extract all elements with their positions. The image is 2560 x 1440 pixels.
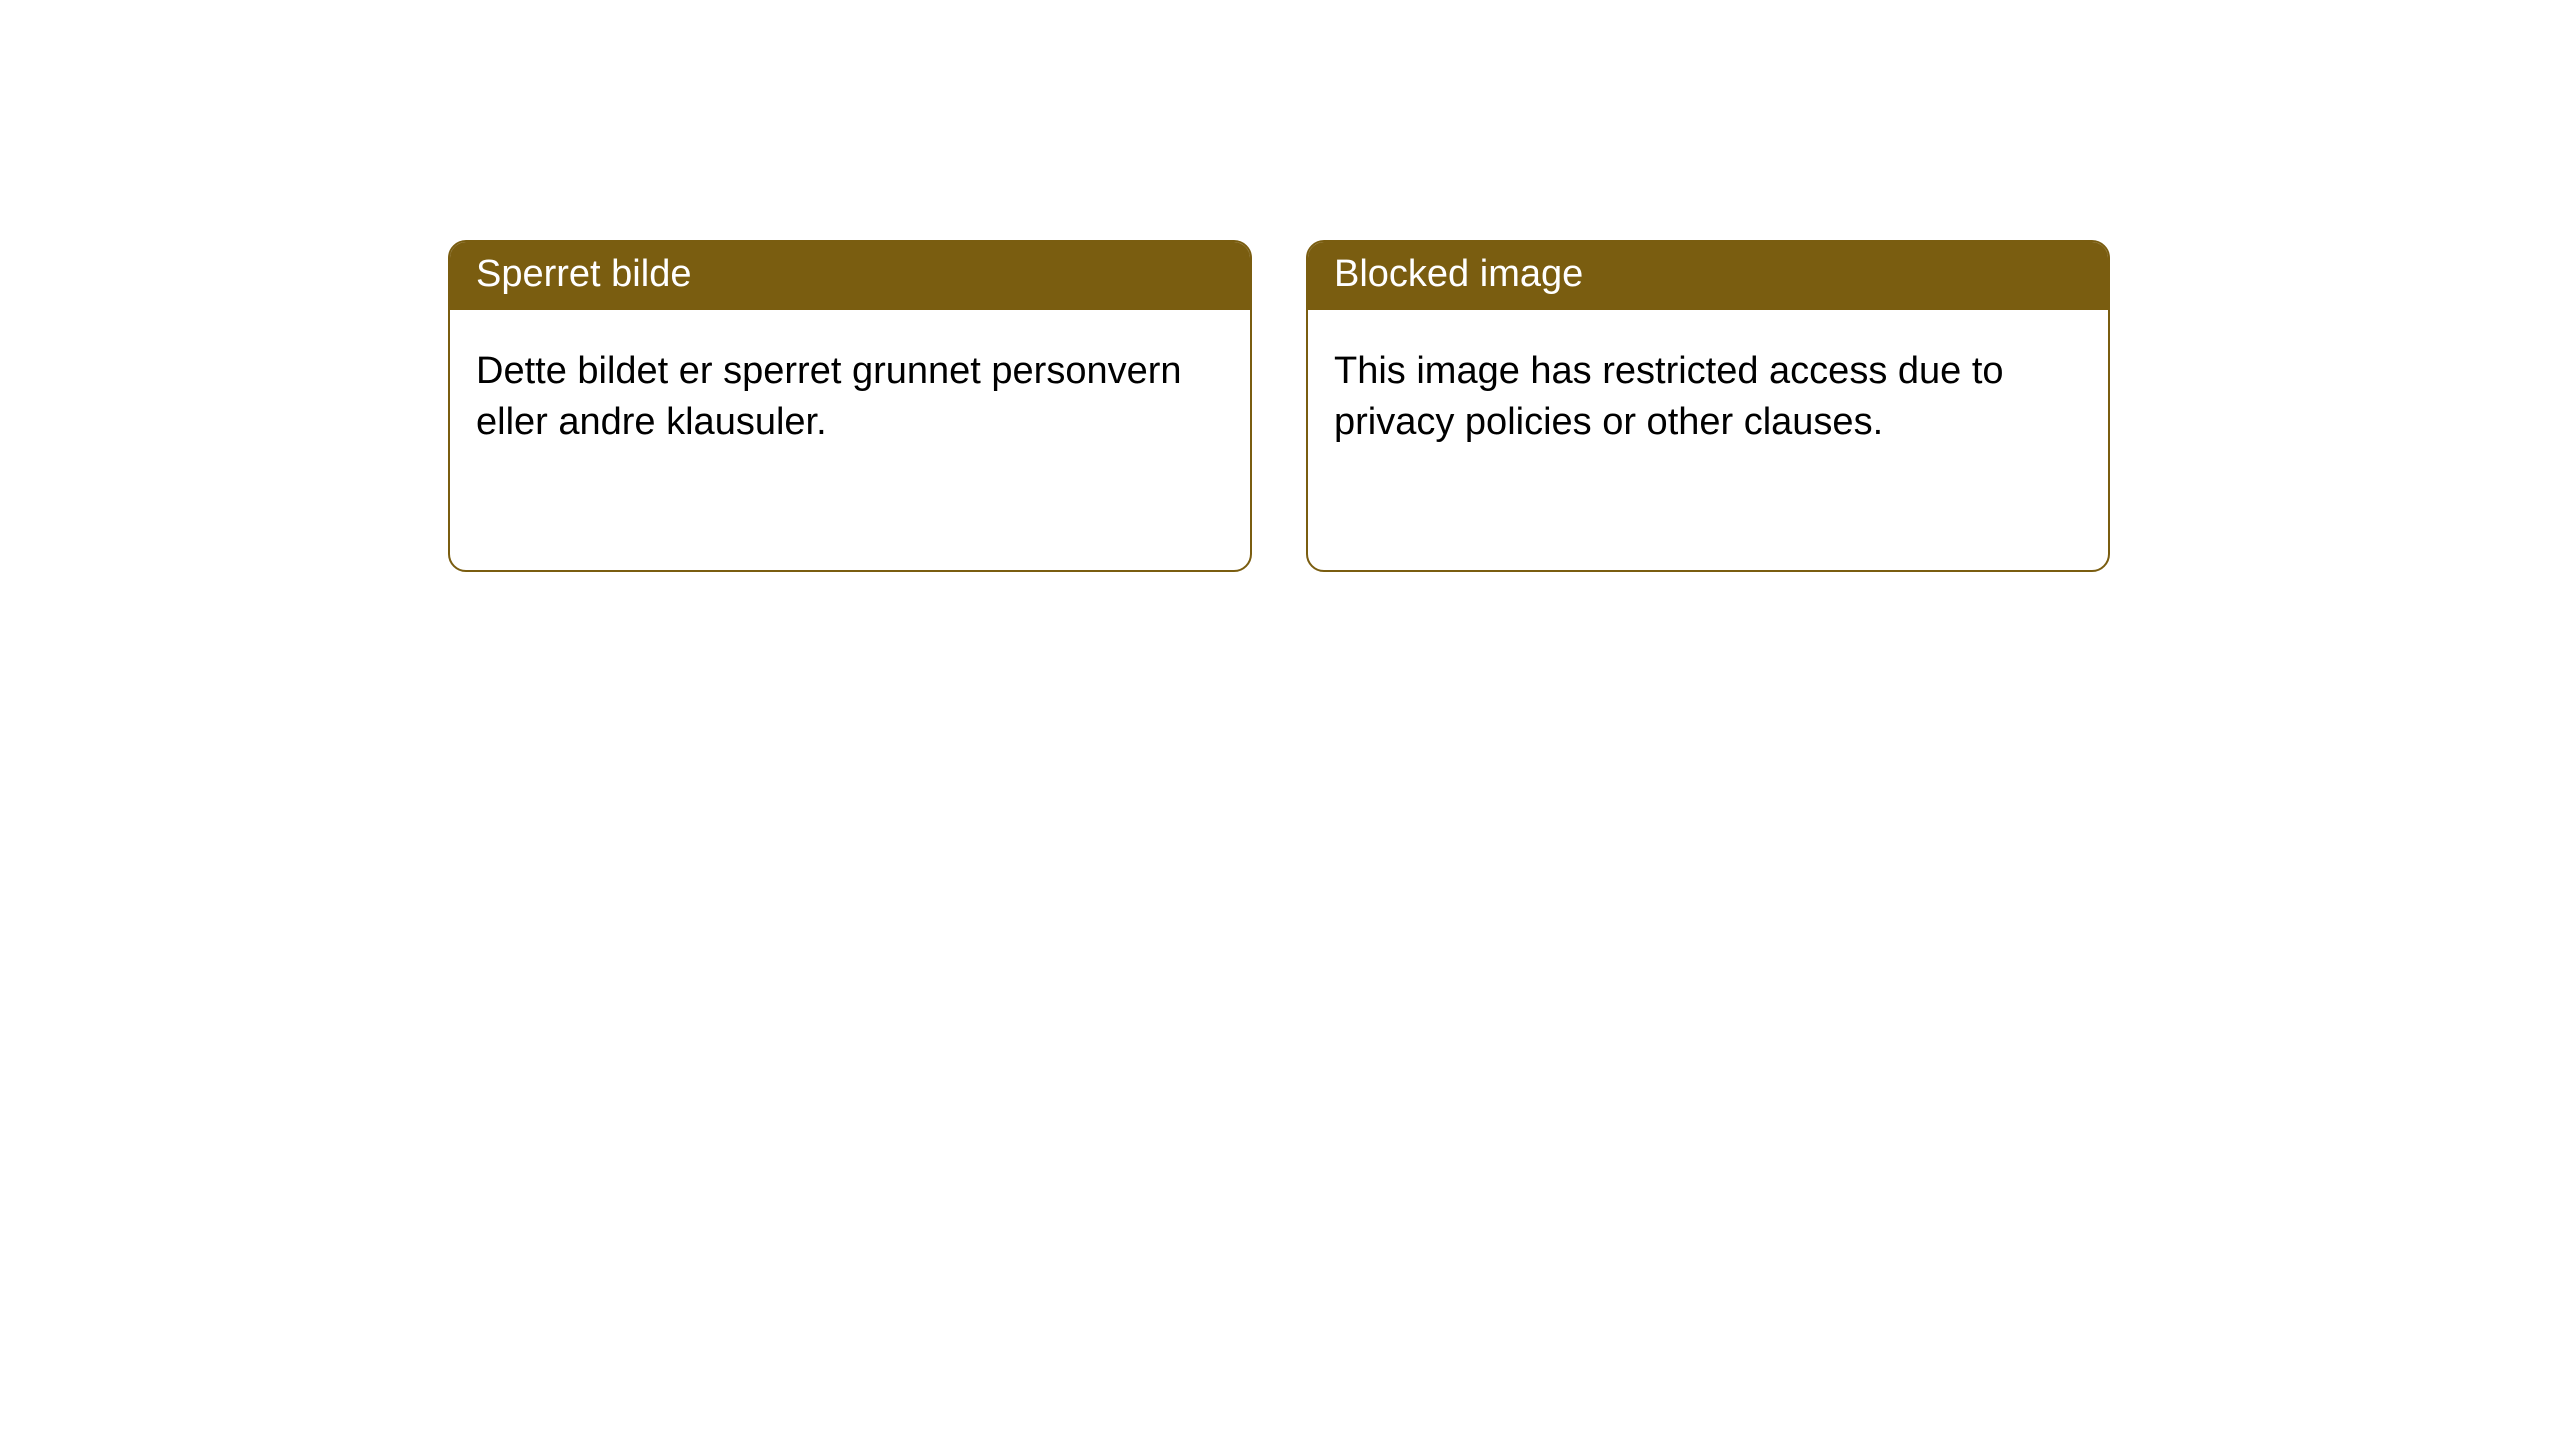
notice-card-title: Blocked image	[1308, 242, 2108, 310]
notice-card-body: This image has restricted access due to …	[1308, 310, 2108, 475]
notice-card-title: Sperret bilde	[450, 242, 1250, 310]
notice-card-en: Blocked image This image has restricted …	[1306, 240, 2110, 572]
notice-card-body: Dette bildet er sperret grunnet personve…	[450, 310, 1250, 475]
notice-container: Sperret bilde Dette bildet er sperret gr…	[0, 0, 2560, 572]
notice-card-no: Sperret bilde Dette bildet er sperret gr…	[448, 240, 1252, 572]
